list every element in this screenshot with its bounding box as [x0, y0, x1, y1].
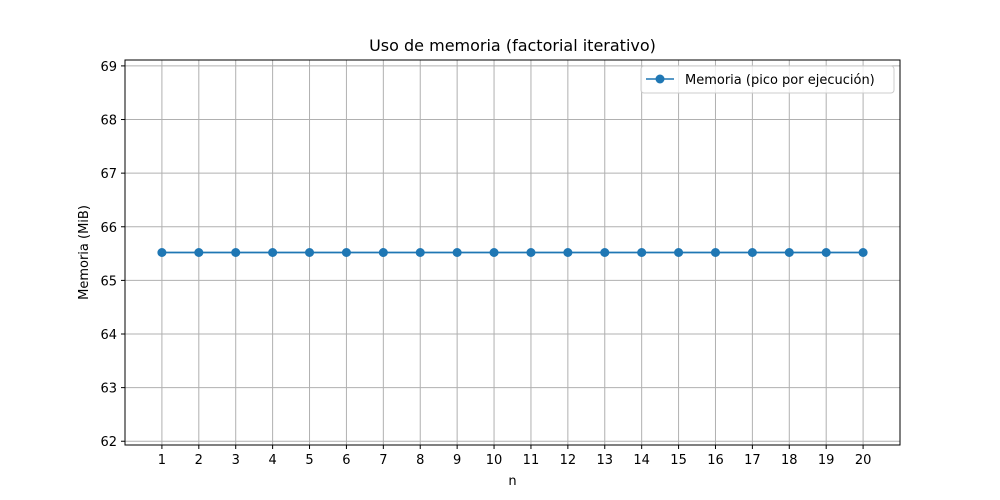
data-point [341, 248, 351, 257]
series-layer [157, 248, 868, 257]
data-point [157, 248, 167, 257]
data-point [489, 248, 499, 257]
data-point [674, 248, 684, 257]
legend-box [640, 65, 895, 94]
x-tick-label: 16 [707, 453, 724, 468]
x-tick-label: 10 [486, 453, 503, 468]
x-tick-label: 5 [305, 453, 313, 468]
legend-label: Memoria (pico por ejecución) [685, 73, 875, 88]
plot-frame [124, 59, 901, 446]
x-tick-label: 9 [453, 453, 461, 468]
y-tick-label: 63 [100, 382, 117, 397]
x-tick-label: 1 [158, 453, 166, 468]
x-tick-label: 6 [342, 453, 350, 468]
y-tick-label: 69 [100, 60, 117, 75]
x-tick-label: 3 [232, 453, 240, 468]
data-point [415, 248, 425, 257]
data-point [194, 248, 204, 257]
x-tick-label: 4 [268, 453, 276, 468]
y-axis-title: Memoria (MiB) [77, 205, 92, 300]
data-point [858, 248, 868, 257]
data-point [637, 248, 647, 257]
y-tick-label: 67 [100, 167, 117, 182]
x-tick-label: 7 [379, 453, 387, 468]
x-tick-label: 20 [855, 453, 872, 468]
data-point [563, 248, 573, 257]
ticks: 1 2 3 4 5 6 7 8 9 10 11 12 13 14 15 16 17 18 19 20626364656… [100, 60, 871, 468]
x-tick-label: 14 [633, 453, 650, 468]
x-tick-label: 12 [560, 453, 577, 468]
data-point [747, 248, 757, 257]
x-tick-label: 11 [523, 453, 540, 468]
y-tick-label: 62 [100, 435, 117, 450]
data-point [452, 248, 462, 257]
x-tick-label: 17 [744, 453, 761, 468]
y-tick-label: 68 [100, 114, 117, 129]
x-tick-label: 18 [781, 453, 798, 468]
legend-marker [655, 74, 665, 84]
y-tick-label: 66 [100, 221, 117, 236]
data-point [526, 248, 536, 257]
data-point [710, 248, 720, 257]
chart-title: Uso de memoria (factorial iterativo) [369, 36, 656, 55]
y-tick-label: 64 [100, 328, 117, 343]
y-tick-label: 65 [100, 274, 117, 289]
legend: Memoria (pico por ejecución) [640, 65, 895, 94]
x-tick-label: 15 [670, 453, 687, 468]
x-axis-title: n [508, 474, 516, 489]
x-tick-label: 8 [416, 453, 424, 468]
data-point [231, 248, 241, 257]
x-tick-label: 2 [195, 453, 203, 468]
data-point [784, 248, 794, 257]
data-point [268, 248, 278, 257]
x-tick-label: 13 [596, 453, 613, 468]
data-point [305, 248, 315, 257]
x-tick-label: 19 [818, 453, 835, 468]
data-point [600, 248, 610, 257]
data-point [378, 248, 388, 257]
data-point [821, 248, 831, 257]
